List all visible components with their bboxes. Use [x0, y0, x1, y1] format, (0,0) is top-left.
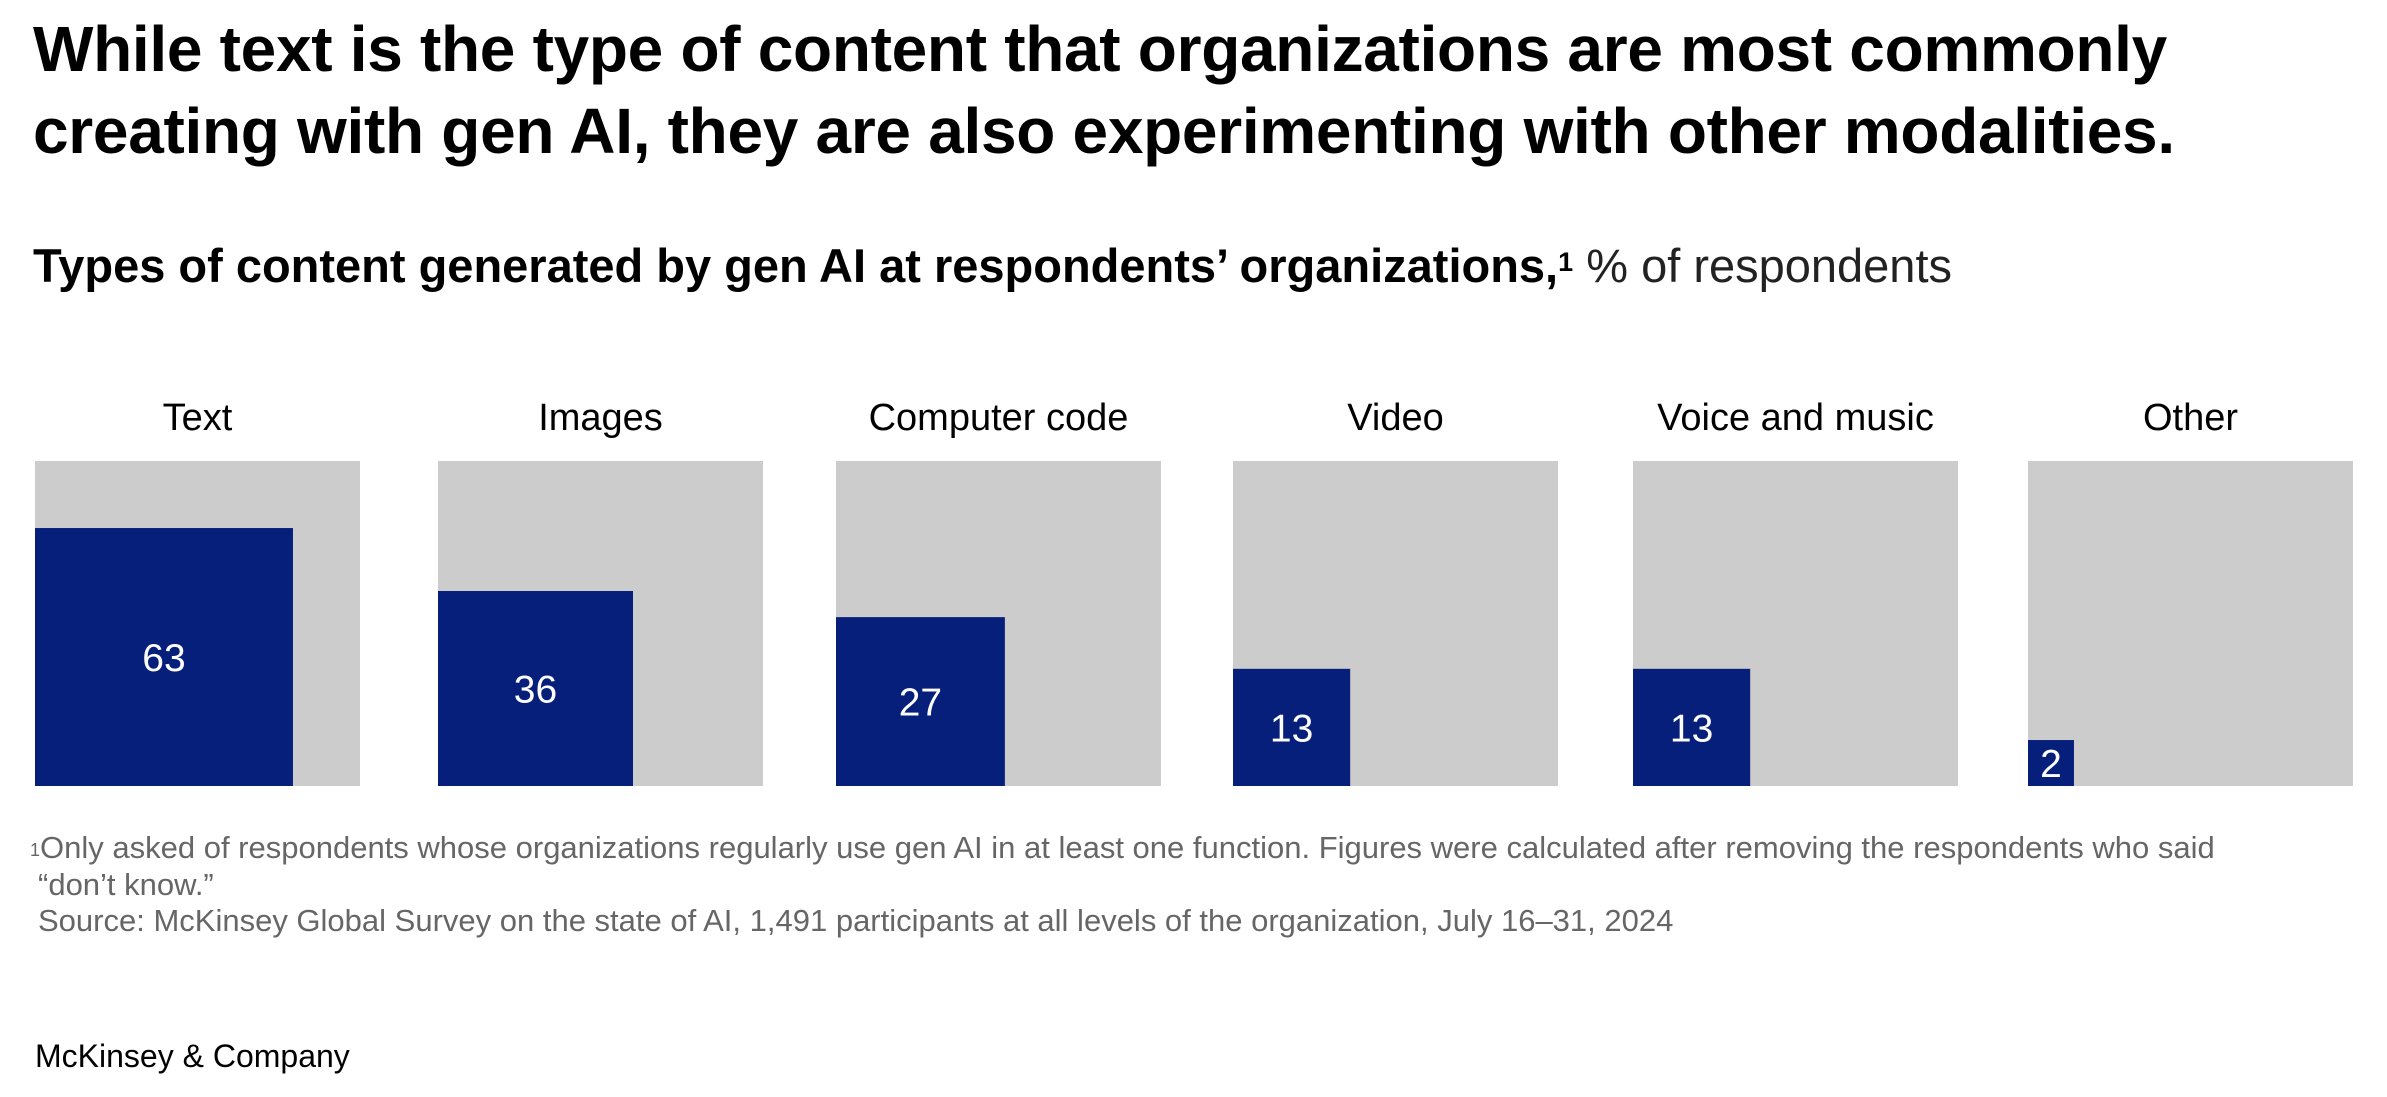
- footnote-1-continued: “don’t know.”: [38, 866, 214, 902]
- panel-video: Video 13: [1233, 397, 1558, 786]
- value-square: [1233, 668, 1351, 786]
- background-square: [2028, 461, 2353, 786]
- value-square: [1633, 668, 1751, 786]
- subtitle-unit: % of respondents: [1573, 239, 1953, 292]
- value-label: 63: [142, 637, 185, 680]
- source-note: Source: McKinsey Global Survey on the st…: [38, 903, 1674, 938]
- background-square: [1233, 461, 1558, 786]
- category-label: Images: [538, 397, 663, 439]
- footnote-1-marker: 1: [30, 840, 41, 860]
- category-label: Video: [1347, 397, 1444, 439]
- background-square: [1633, 461, 1958, 786]
- panel-voice-and-music: Voice and music 13: [1633, 397, 1958, 786]
- footnote-1-text: Only asked of respondents whose organiza…: [40, 830, 2215, 865]
- value-square: [35, 528, 293, 786]
- category-label: Voice and music: [1657, 397, 1934, 439]
- background-square: [35, 461, 360, 786]
- chart-subtitle: Types of content generated by gen AI at …: [33, 236, 1952, 296]
- background-square: [836, 461, 1161, 786]
- value-label: 36: [514, 669, 557, 712]
- brand-logo-text: McKinsey & Company: [35, 1038, 350, 1074]
- footnotes: 1Only asked of respondents whose organiz…: [30, 830, 2360, 940]
- panel-images: Images 36: [438, 397, 763, 786]
- value-square: [2028, 740, 2074, 786]
- category-label: Other: [2143, 397, 2238, 439]
- panel-other: Other 2: [2028, 397, 2353, 786]
- value-label: 2: [2040, 743, 2062, 786]
- background-square: [438, 461, 763, 786]
- panel-computer-code: Computer code 27: [836, 397, 1161, 786]
- panel-text: Text 63: [35, 397, 360, 786]
- footnote-1: 1Only asked of respondents whose organiz…: [30, 830, 2360, 867]
- value-square: [438, 591, 633, 786]
- category-label: Computer code: [869, 397, 1129, 439]
- chart-title: While text is the type of content that o…: [33, 13, 2175, 167]
- category-label: Text: [163, 397, 233, 439]
- value-label: 13: [1670, 707, 1713, 750]
- value-label: 13: [1270, 707, 1313, 750]
- subtitle-text: Types of content generated by gen AI at …: [33, 239, 1559, 292]
- value-square: [836, 617, 1005, 786]
- value-label: 27: [899, 682, 942, 725]
- footnote-marker: 1: [1558, 247, 1574, 277]
